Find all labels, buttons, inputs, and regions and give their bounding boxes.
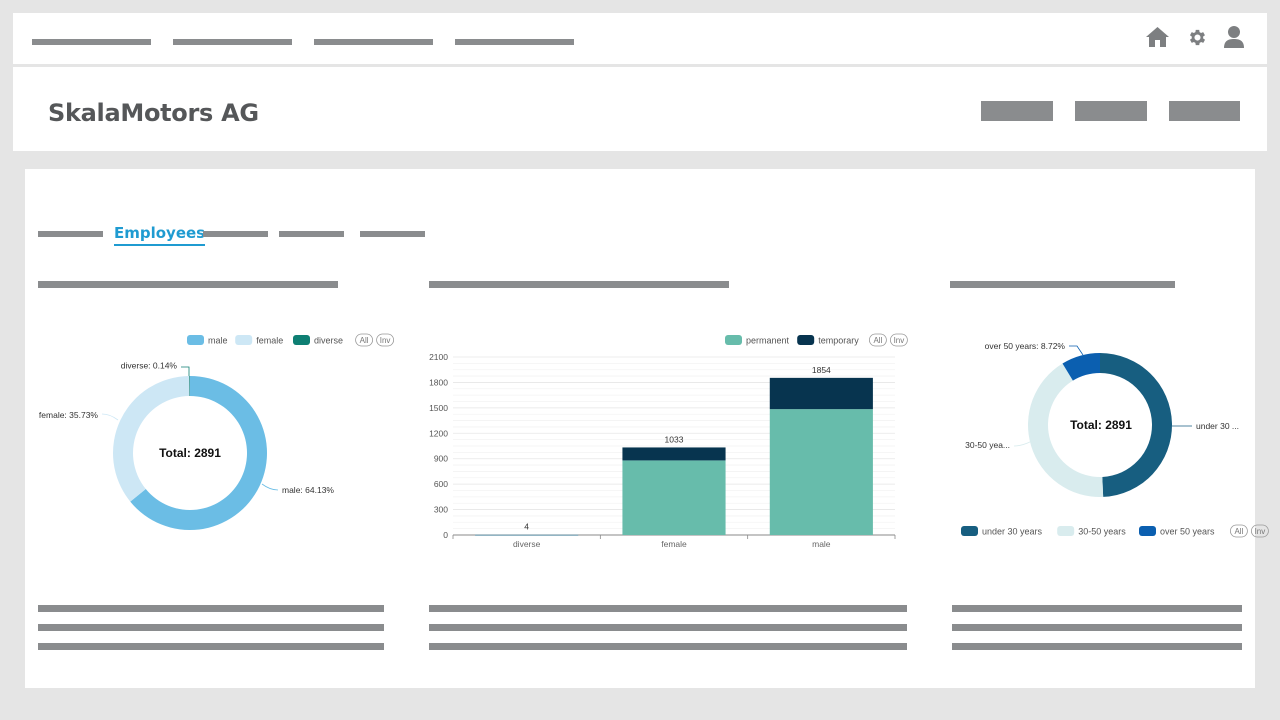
gender-text-line-2 xyxy=(38,624,384,631)
age-text-line-1 xyxy=(952,605,1242,612)
legend-inv-label: Inv xyxy=(1255,527,1266,536)
age-chart-title xyxy=(950,281,1175,288)
top-nav-bar xyxy=(13,13,1267,64)
age-text-line-2 xyxy=(952,624,1242,631)
tab-employees[interactable]: Employees xyxy=(114,224,206,246)
gender-text-line-1 xyxy=(38,605,384,612)
header-button-1[interactable] xyxy=(981,101,1053,121)
contract-chart-title xyxy=(429,281,729,288)
nav-link-2[interactable] xyxy=(173,39,292,45)
header-button-3[interactable] xyxy=(1169,101,1240,121)
nav-link-4[interactable] xyxy=(455,39,574,45)
age-text-line-3 xyxy=(952,643,1242,650)
nav-link-1[interactable] xyxy=(32,39,151,45)
tab-4[interactable] xyxy=(279,231,344,237)
gender-chart-title xyxy=(38,281,338,288)
header-button-2[interactable] xyxy=(1075,101,1147,121)
user-icon[interactable] xyxy=(1223,25,1245,54)
header-divider xyxy=(13,64,1267,67)
home-icon[interactable] xyxy=(1145,26,1170,53)
gear-icon[interactable] xyxy=(1187,27,1208,53)
contract-text-line-3 xyxy=(429,643,907,650)
company-name: SkalaMotors AG xyxy=(48,99,259,127)
contract-text-line-2 xyxy=(429,624,907,631)
main-panel: Employees xyxy=(25,169,1255,688)
tab-1[interactable] xyxy=(38,231,103,237)
nav-link-3[interactable] xyxy=(314,39,433,45)
contract-text-line-1 xyxy=(429,605,907,612)
page-header: SkalaMotors AG xyxy=(13,67,1267,151)
tab-3[interactable] xyxy=(203,231,268,237)
tab-5[interactable] xyxy=(360,231,425,237)
gender-text-line-3 xyxy=(38,643,384,650)
